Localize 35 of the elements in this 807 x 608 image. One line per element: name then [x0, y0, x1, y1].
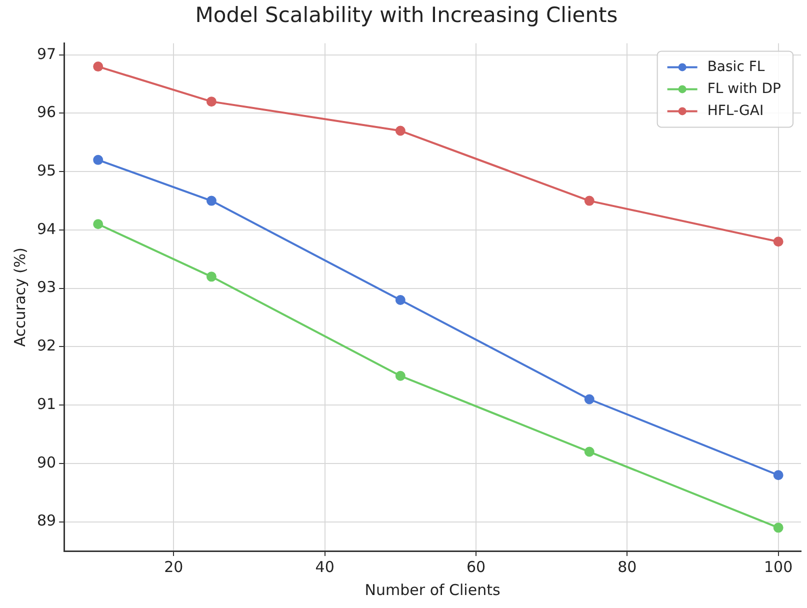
point [773, 236, 784, 247]
y-tick-label: 95 [36, 162, 56, 180]
point [395, 126, 406, 136]
chart-title: Model Scalability with Increasing Clients [195, 3, 618, 28]
point [395, 370, 406, 381]
x-tick-label: 100 [764, 558, 793, 576]
y-tick-label: 93 [36, 278, 56, 296]
y-tick-label: 96 [36, 103, 56, 122]
y-tick-label: 90 [36, 453, 56, 472]
legend-label: Basic FL [707, 58, 765, 75]
x-axis-title: Number of Clients [364, 580, 500, 599]
y-tick-label: 94 [36, 220, 56, 238]
y-tick-label: 89 [36, 512, 56, 530]
y-axis-title: Accuracy (%) [10, 247, 29, 347]
point [395, 295, 406, 306]
y-tick-label: 92 [36, 336, 56, 355]
point [93, 154, 104, 165]
point [773, 522, 784, 533]
legend-label: HFL-GAI [707, 102, 764, 119]
point [773, 470, 784, 480]
point [584, 394, 594, 404]
y-tick-label: 91 [36, 394, 56, 413]
point [93, 219, 104, 230]
x-tick-label: 40 [315, 558, 334, 576]
y-tick-label: 97 [36, 44, 56, 63]
x-tick-label: 20 [164, 558, 184, 576]
point [584, 446, 594, 457]
x-tick-label: 60 [466, 558, 486, 576]
point [206, 196, 216, 206]
point [584, 196, 594, 206]
point [206, 272, 216, 282]
point [206, 96, 216, 107]
point [93, 62, 104, 72]
x-tick-label: 80 [618, 558, 637, 576]
legend-label: FL with DP [707, 80, 782, 97]
